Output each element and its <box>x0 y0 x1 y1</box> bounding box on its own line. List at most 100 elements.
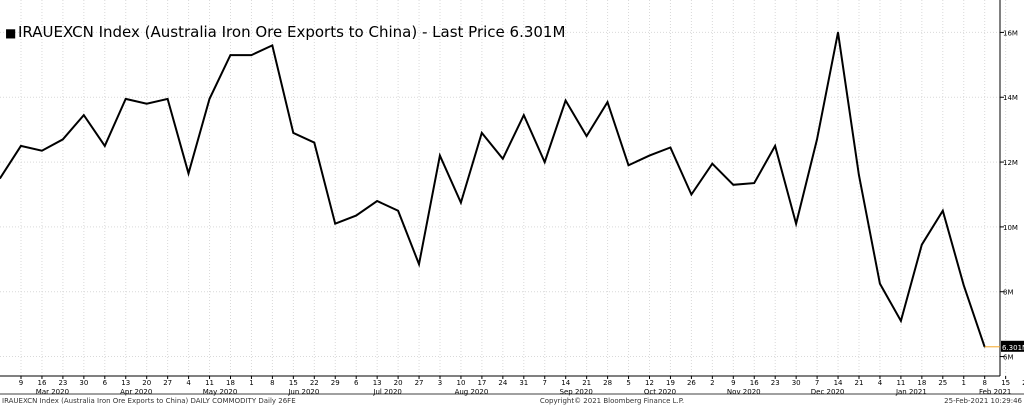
legend-marker: ■ <box>5 26 16 40</box>
x-tick-label: 6 <box>103 379 108 387</box>
x-tick-label: 7 <box>815 379 819 387</box>
x-month-label: Aug 2020 <box>455 388 489 396</box>
data-point <box>753 182 755 184</box>
y-tick-label: 16M <box>1003 29 1018 37</box>
data-point <box>858 174 860 176</box>
data-point <box>522 114 525 116</box>
data-point <box>124 98 127 100</box>
y-tick-label: 14M <box>1003 94 1018 102</box>
x-tick-label: 4 <box>186 379 191 387</box>
data-point <box>271 44 274 47</box>
x-tick-label: 20 <box>142 379 151 387</box>
x-month-label: Jan 2021 <box>895 388 927 396</box>
last-price-box <box>1001 340 1024 352</box>
data-point <box>208 98 211 100</box>
data-point <box>962 284 965 287</box>
grid <box>0 0 1007 376</box>
footer-center: Copyright© 2021 Bloomberg Finance L.P. <box>540 397 684 405</box>
x-month-label: Apr 2020 <box>120 388 152 396</box>
x-tick-label: 28 <box>603 379 612 387</box>
x-tick-label: 8 <box>270 379 274 387</box>
data-point <box>145 102 148 105</box>
data-point <box>732 183 735 186</box>
data-point <box>879 282 881 285</box>
x-tick-label: 13 <box>373 379 382 387</box>
data-point <box>250 54 253 56</box>
x-tick-label: 23 <box>58 379 67 387</box>
x-month-label: May 2020 <box>203 388 238 396</box>
data-point <box>690 193 693 196</box>
x-tick-label: 20 <box>394 379 403 387</box>
data-point <box>103 145 106 147</box>
x-tick-label: 2 <box>710 379 714 387</box>
data-point <box>334 222 337 225</box>
x-tick-label: 16 <box>37 379 46 387</box>
x-tick-label: 9 <box>731 379 735 387</box>
x-month-label: Jul 2020 <box>372 388 402 396</box>
x-tick-label: 16 <box>750 379 759 387</box>
x-tick-label: 12 <box>645 379 654 387</box>
data-point <box>481 132 483 134</box>
data-point <box>292 132 295 134</box>
data-point <box>941 209 944 212</box>
data-point <box>418 263 420 265</box>
x-tick-label: 8 <box>982 379 986 387</box>
x-month-label: Feb 2021 <box>979 388 1011 396</box>
x-tick-label: 22 <box>310 379 319 387</box>
x-month-label: Dec 2020 <box>811 388 845 396</box>
series <box>0 31 1000 348</box>
data-point <box>0 177 1 180</box>
x-tick-label: 30 <box>79 379 88 387</box>
y-tick-label: 8M <box>1003 289 1014 297</box>
x-tick-label: 4 <box>878 379 883 387</box>
data-point <box>229 54 232 56</box>
data-point <box>41 149 43 152</box>
data-point <box>795 222 797 225</box>
data-point <box>648 154 651 157</box>
data-point <box>564 99 567 102</box>
x-tick-label: 27 <box>163 379 172 387</box>
data-point <box>83 114 85 116</box>
legend: ■ IRAUEXCN Index (Australia Iron Ore Exp… <box>5 23 565 41</box>
data-point <box>502 158 504 160</box>
last-price-label: 6.301M <box>1002 344 1024 352</box>
x-tick-label: 31 <box>519 379 528 387</box>
x-tick-label: 17 <box>477 379 486 387</box>
data-point <box>627 164 630 167</box>
y-tick-label: 6M <box>1003 354 1014 362</box>
x-month-label: Sep 2020 <box>560 388 593 396</box>
data-point <box>900 320 902 322</box>
data-point <box>62 138 64 141</box>
x-tick-label: 30 <box>792 379 801 387</box>
data-point <box>543 161 546 163</box>
data-point <box>711 162 714 165</box>
data-point <box>460 201 462 204</box>
data-point <box>20 145 22 147</box>
data-point <box>313 141 316 144</box>
data-point <box>166 98 169 100</box>
x-tick-label: 27 <box>415 379 424 387</box>
data-point <box>376 200 378 202</box>
legend-text: IRAUEXCN Index (Australia Iron Ore Expor… <box>18 23 565 41</box>
x-tick-label: 26 <box>687 379 696 387</box>
y-tick-label: 10M <box>1003 224 1018 232</box>
x-tick-label: 13 <box>121 379 130 387</box>
x-month-label: Mar 2020 <box>36 388 69 396</box>
x-month-label: Nov 2020 <box>727 388 761 396</box>
data-point <box>187 172 190 175</box>
data-point <box>439 154 441 157</box>
axes <box>0 0 1024 395</box>
footer-right: 25-Feb-2021 10:29:46 <box>944 397 1022 405</box>
data-point <box>355 214 357 217</box>
x-tick-label: 18 <box>917 379 926 387</box>
x-tick-label: 19 <box>666 379 675 387</box>
x-tick-label: 5 <box>626 379 630 387</box>
x-tick-label: 29 <box>331 379 340 387</box>
x-tick-label: 6 <box>354 379 359 387</box>
data-point <box>921 243 923 246</box>
x-tick-label: 18 <box>226 379 235 387</box>
x-tick-label: 21 <box>855 379 864 387</box>
